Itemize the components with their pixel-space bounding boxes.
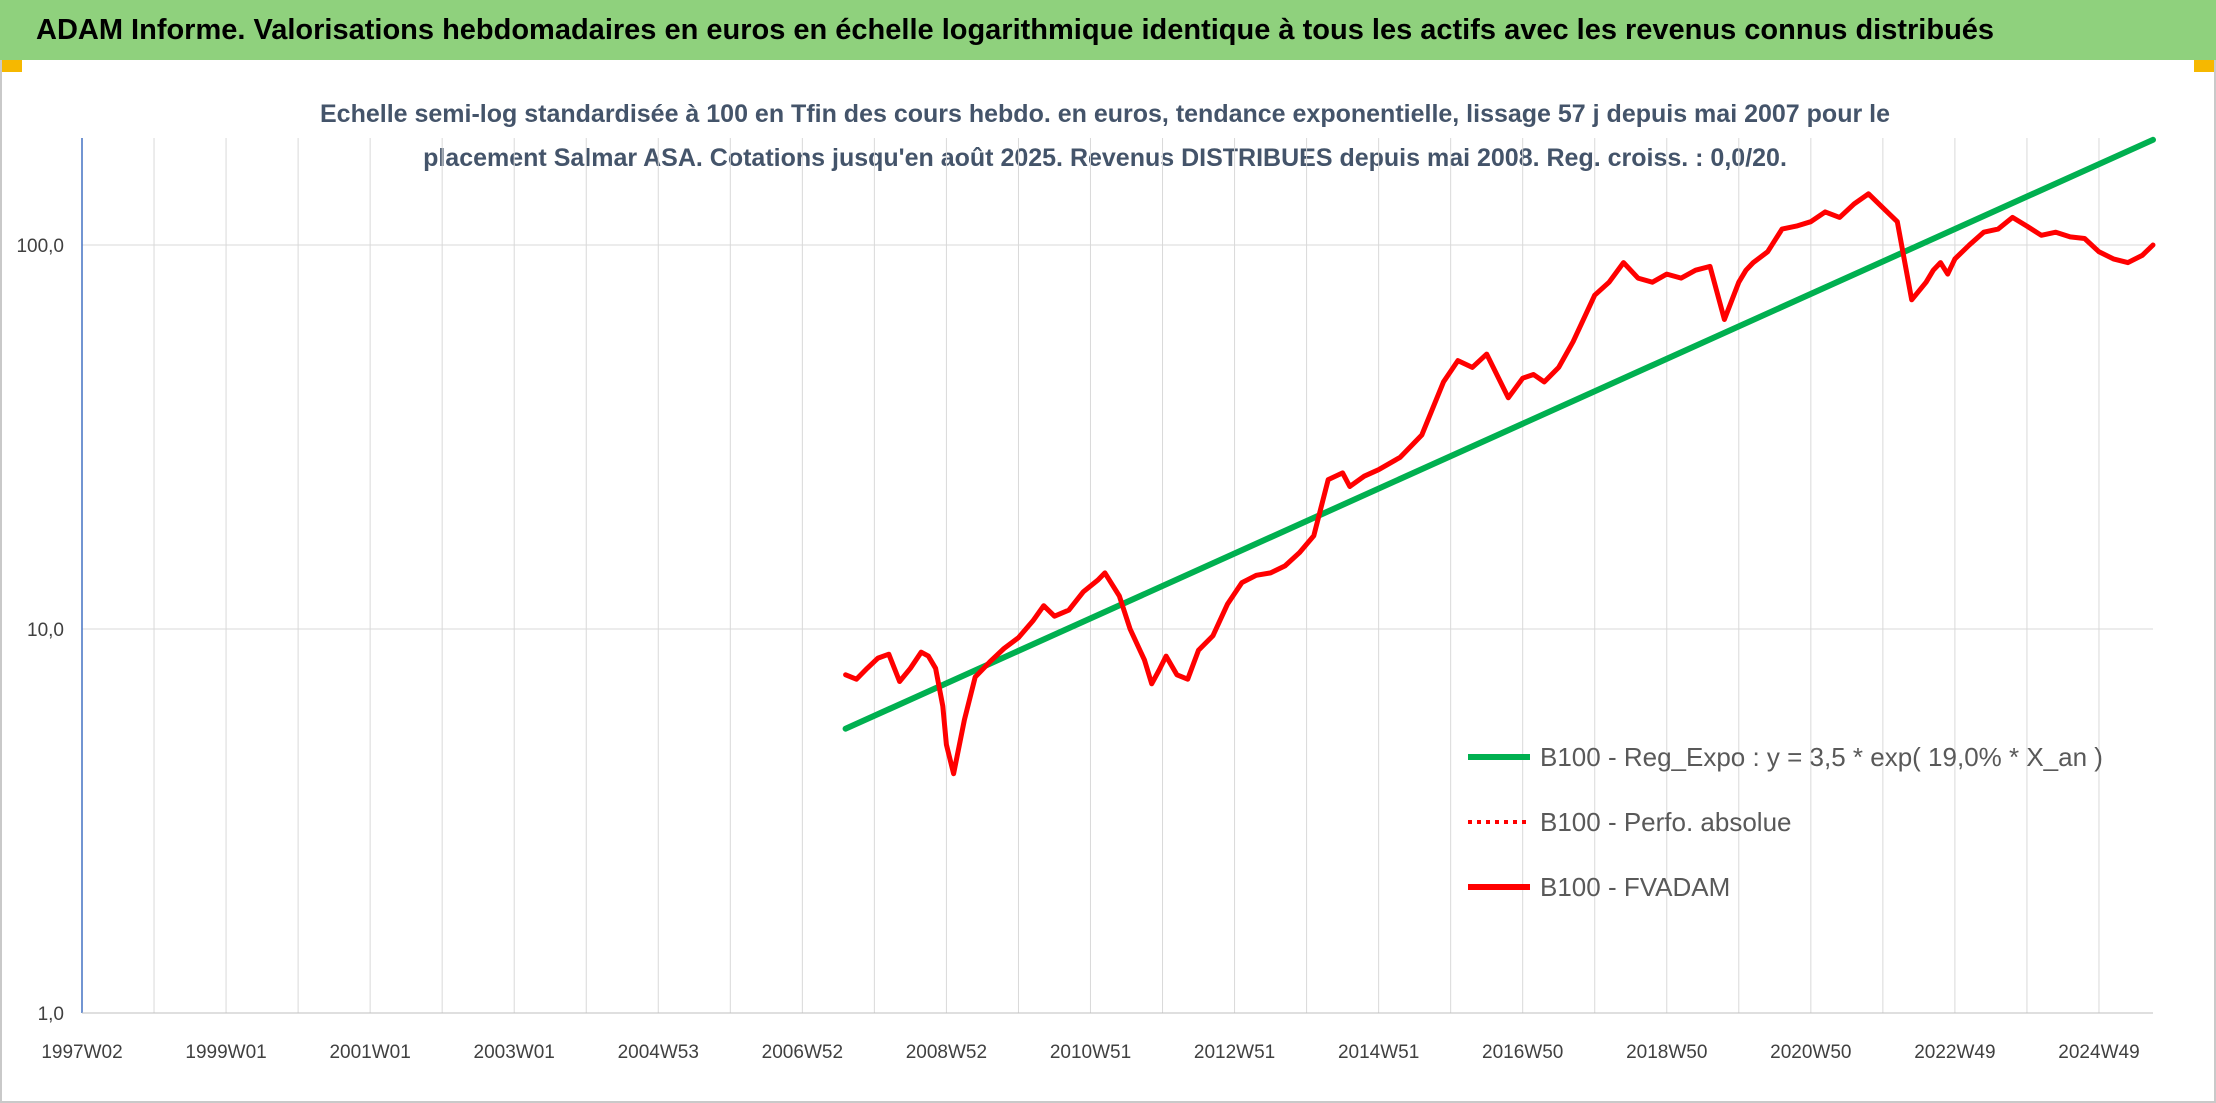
legend-label-2: B100 - Perfo. absolue (1540, 807, 1792, 837)
x-tick-label: 1999W01 (185, 1042, 266, 1063)
x-tick-label: 2008W52 (906, 1042, 987, 1063)
x-tick-label: 2006W52 (762, 1042, 843, 1063)
x-tick-label: 2016W50 (1482, 1042, 1563, 1063)
corner-marker-left (0, 60, 22, 72)
y-tick-label: 1,0 (38, 1004, 64, 1025)
legend-label-1: B100 - Reg_Expo : y = 3,5 * exp( 19,0% *… (1540, 742, 2103, 772)
axis-layer: 1,0 10,0 100,0 1997W02 1999W01 2001W01 2003W01… (16, 138, 2153, 1063)
legend-label-3: B100 - FVADAM (1540, 872, 1730, 902)
chart-frame (0, 60, 2216, 1103)
x-tick-label: 1997W02 (41, 1042, 122, 1063)
legend-layer: B100 - Reg_Expo : y = 3,5 * exp( 19,0% *… (1468, 742, 2103, 902)
y-tick-label: 10,0 (27, 620, 64, 641)
x-tick-label: 2018W50 (1626, 1042, 1707, 1063)
grid-layer (81, 138, 2153, 1014)
series-line-1 (842, 136, 2156, 732)
chart-title-line-1: Echelle semi-log standardisée à 100 en T… (320, 100, 1890, 128)
x-tick-label: 2010W51 (1050, 1042, 1131, 1063)
series-line-3 (843, 191, 2156, 777)
report-title-banner: ADAM Informe. Valorisations hebdomadaire… (0, 0, 2216, 60)
chart-title-line-2: placement Salmar ASA. Cotations jusqu'en… (423, 144, 1787, 172)
x-tick-label: 2020W50 (1770, 1042, 1851, 1063)
series-layer (842, 136, 2156, 777)
y-tick-label: 100,0 (16, 236, 64, 257)
corner-marker-right (2194, 60, 2216, 72)
x-tick-label: 2014W51 (1338, 1042, 1419, 1063)
x-tick-label: 2022W49 (1914, 1042, 1995, 1063)
x-tick-label: 2001W01 (329, 1042, 410, 1063)
x-tick-label: 2024W49 (2058, 1042, 2139, 1063)
x-tick-label: 2003W01 (474, 1042, 555, 1063)
x-tick-label: 2012W51 (1194, 1042, 1275, 1063)
x-tick-label: 2004W53 (618, 1042, 699, 1063)
